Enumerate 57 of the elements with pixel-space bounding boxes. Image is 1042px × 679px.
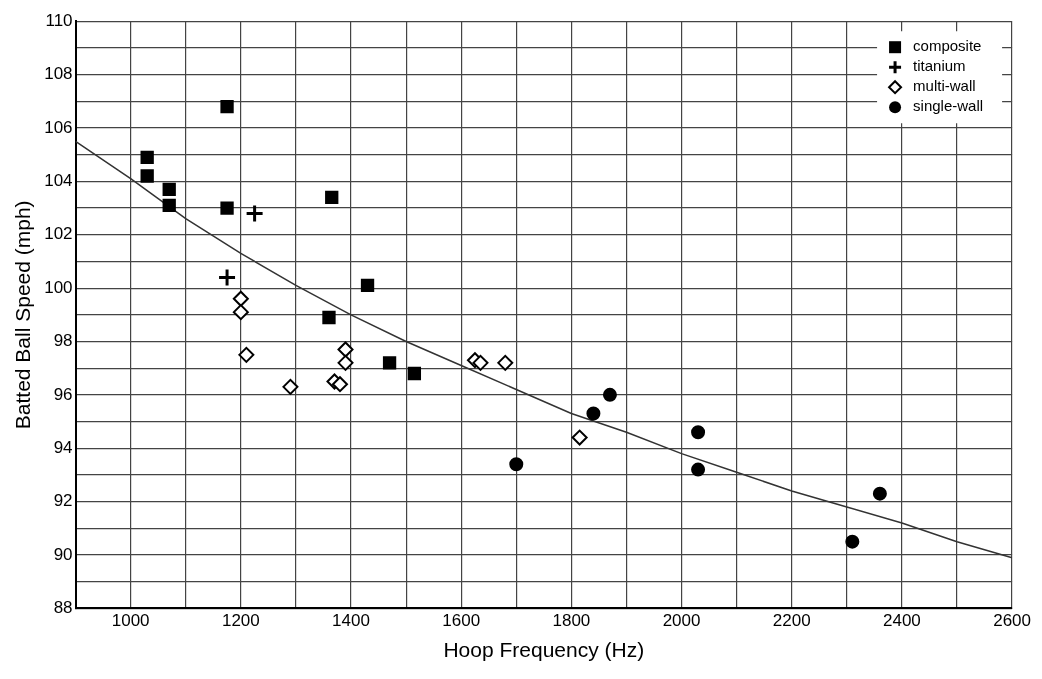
x-tick-label: 1800 [552,611,591,631]
point [360,278,375,293]
y-tick-label: 110 [45,10,73,30]
legend-label: composite [913,37,982,55]
point [872,486,887,501]
point [845,534,860,549]
point [691,425,706,440]
point [162,182,176,197]
y-tick-label: 88 [53,598,73,618]
point [232,304,249,321]
point [140,150,154,164]
point [220,99,234,114]
x-tick-label: 2600 [993,611,1031,631]
legend-label: single-wall [913,97,984,115]
point [497,354,514,371]
y-tick-label: 100 [44,277,73,297]
x-tick-label: 2200 [772,611,811,631]
x-tick-label: 2000 [662,611,701,631]
point [337,354,354,371]
y-tick-label: 108 [44,64,73,84]
point [407,366,422,381]
point [232,290,249,307]
point [602,387,617,402]
point [217,267,237,287]
point [337,341,354,358]
point [325,190,339,205]
point [691,462,706,477]
point [322,310,336,325]
point [509,457,524,472]
point [220,201,234,215]
point [282,378,299,395]
y-tick-label: 98 [53,331,73,351]
y-tick-label: 90 [53,544,73,564]
x-tick-label: 1600 [442,611,481,631]
x-tick-label: 2400 [883,611,921,631]
x-tick-label: 1000 [111,611,150,631]
y-tick-label: 94 [53,437,73,457]
point [332,376,348,393]
x-tick-label: 1200 [221,611,260,631]
point [162,198,176,213]
y-tick-label: 102 [44,224,73,244]
point [571,429,588,446]
y-tick-label: 92 [53,491,73,511]
legend-label: titanium [913,57,966,75]
point [382,356,397,370]
point [245,203,265,223]
point [140,169,154,183]
point [586,406,601,421]
y-tick-label: 104 [44,171,73,191]
y-axis-title: Batted Ball Speed (mph) [11,200,35,430]
x-axis-title: Hoop Frequency (Hz) [443,638,645,662]
point [238,346,255,363]
x-tick-label: 1400 [332,611,370,631]
point [472,354,489,371]
y-tick-label: 96 [53,384,73,404]
legend-label: multi-wall [913,77,976,95]
y-tick-label: 106 [44,117,73,137]
